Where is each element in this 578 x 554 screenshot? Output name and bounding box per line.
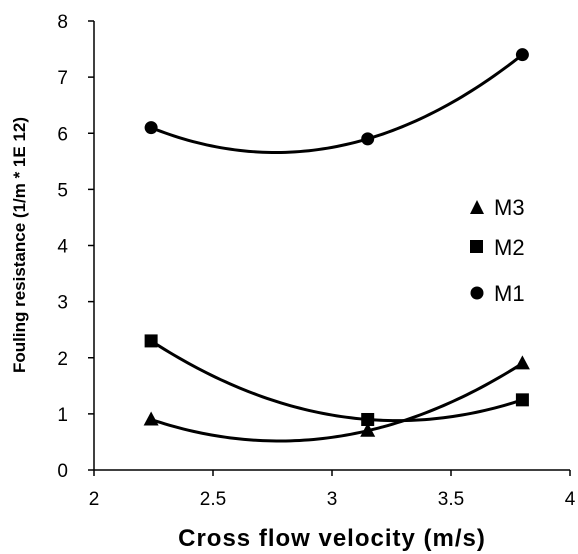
point-m2-3 bbox=[515, 393, 529, 407]
y-tick-label: 7 bbox=[57, 68, 68, 89]
x-tick-label: 3.5 bbox=[438, 489, 464, 510]
x-ticks: 2 2.5 3 3.5 4 bbox=[89, 470, 576, 510]
trendlines bbox=[149, 53, 524, 443]
y-tick-label: 6 bbox=[57, 124, 68, 145]
point-m1-3 bbox=[515, 48, 529, 62]
data-markers bbox=[143, 48, 530, 437]
point-m1-2 bbox=[361, 132, 375, 146]
y-tick-label: 8 bbox=[57, 12, 68, 33]
y-axis-title: Fouling resistance (1/m * 1E 12) bbox=[10, 117, 29, 373]
y-tick-label: 5 bbox=[57, 180, 68, 201]
legend-circle-icon bbox=[470, 286, 484, 300]
legend-item-m2: M2 bbox=[470, 235, 525, 260]
legend-label-m1: M1 bbox=[494, 281, 525, 306]
legend-label-m2: M2 bbox=[494, 235, 525, 260]
point-m2-2 bbox=[361, 412, 375, 426]
x-tick-label: 2 bbox=[89, 489, 100, 510]
legend-item-m3: M3 bbox=[470, 195, 525, 220]
legend: M3 M2 M1 bbox=[470, 195, 525, 306]
trendline-m3 bbox=[149, 361, 524, 443]
y-tick-label: 2 bbox=[57, 349, 68, 370]
x-tick-label: 4 bbox=[565, 489, 576, 510]
point-m3-1 bbox=[143, 411, 159, 426]
trendline-m2 bbox=[149, 339, 524, 423]
plot-area: 0 1 2 3 4 5 6 7 8 2 2.5 3 3.5 4 bbox=[57, 12, 575, 510]
x-axis-title: Cross flow velocity (m/s) bbox=[178, 525, 486, 552]
x-tick-label: 2.5 bbox=[200, 489, 226, 510]
legend-square-icon bbox=[470, 240, 483, 253]
y-tick-label: 0 bbox=[57, 461, 68, 482]
y-tick-label: 1 bbox=[57, 405, 68, 426]
y-ticks: 0 1 2 3 4 5 6 7 8 bbox=[57, 12, 94, 482]
point-m3-2 bbox=[360, 422, 376, 437]
legend-triangle-icon bbox=[470, 200, 484, 214]
y-tick-label: 4 bbox=[57, 237, 68, 258]
x-tick-label: 3 bbox=[327, 489, 338, 510]
point-m2-1 bbox=[144, 334, 158, 348]
trendline-m1 bbox=[149, 53, 524, 154]
point-m3-3 bbox=[514, 355, 530, 370]
point-m1-1 bbox=[144, 121, 158, 135]
legend-item-m1: M1 bbox=[470, 281, 525, 306]
legend-label-m3: M3 bbox=[494, 195, 525, 220]
y-tick-label: 3 bbox=[57, 293, 68, 314]
